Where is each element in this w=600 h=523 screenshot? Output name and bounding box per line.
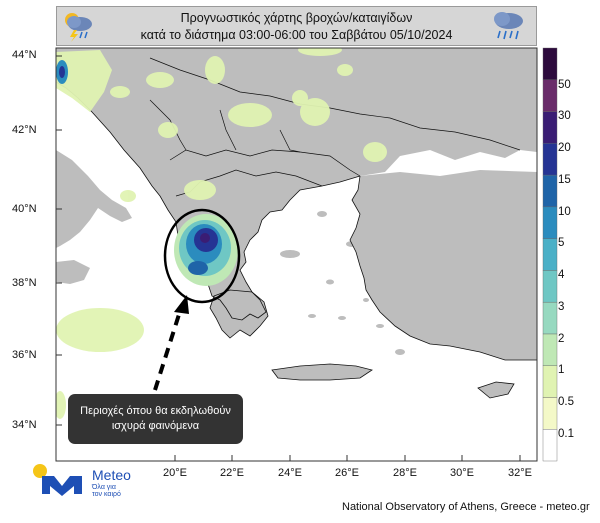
colorbar-label: 20 [558,142,571,154]
storm-cloud-icon [65,13,92,42]
map-subtitle: κατά το διάστημα 03:00-06:00 του Σαββάτο… [140,28,453,42]
colorbar-label: 0.1 [558,428,574,440]
aegean-islands [280,211,405,355]
colorbar-segment [542,206,558,239]
lat-label: 36°N [12,349,37,361]
lon-label: 24°E [278,467,302,479]
callout-arrow-line [153,304,184,391]
logo-tagline-2: τον καιρό [92,491,121,498]
colorbar-label: 15 [558,174,571,186]
lat-label: 44°N [12,49,37,61]
lat-label: 38°N [12,277,37,289]
logo-name: Meteo [92,467,131,483]
lat-label: 40°N [12,203,37,215]
logo-tagline-1: Όλα για [92,484,116,491]
colorbar-label: 5 [558,237,565,249]
rain-heavy [56,60,238,286]
lat-label: 42°N [12,124,37,136]
map-frame [55,47,538,462]
callout-text-line1: Περιοχές όπου θα εκδηλωθούν [80,405,231,417]
land-turkey [350,170,537,360]
colorbar-segment [542,333,558,366]
colorbar-label: 10 [558,206,571,218]
colorbar-label: 2 [558,333,565,345]
colorbar-segment [542,111,558,144]
land-crete [272,364,372,380]
map-title-box: Προγνωστικός χάρτης βροχών/καταιγίδων κα… [56,6,537,46]
callout-box: Περιοχές όπου θα εκδηλωθούν ισχυρά φαινό… [68,394,243,444]
colorbar-label: 4 [558,269,565,281]
callout-arrow-head [174,295,189,314]
map-title: Προγνωστικός χάρτης βροχών/καταιγίδων [180,11,413,25]
colorbar-segment [542,270,558,303]
highlight-ellipse [163,208,241,304]
colorbar-label: 3 [558,301,565,313]
colorbar-segment [542,143,558,176]
land-balkans [56,48,537,320]
land-cyprus [478,382,514,398]
lon-label: 20°E [163,467,187,479]
colorbar-segment [542,238,558,271]
callout-text-line2: ισχυρά φαινόμενα [111,420,200,432]
colorbar-label: 50 [558,79,571,91]
footer-credit: National Observatory of Athens, Greece -… [342,501,590,513]
colorbar-label: 30 [558,110,571,122]
logo-tagline: Όλα για τον καιρό [92,484,121,498]
lon-label: 26°E [335,467,359,479]
colorbar-segment [542,174,558,208]
colorbar-label: 1 [558,364,565,376]
land-italy [56,150,132,248]
meteo-logo-icon [33,464,82,496]
colorbar-label: 0.5 [558,396,574,408]
axis-ticks [56,55,521,461]
lon-label: 30°E [450,467,474,479]
lon-label: 22°E [220,467,244,479]
lon-label: 32°E [508,467,532,479]
land-peloponnese [210,290,268,338]
rain-light [56,48,387,419]
land-sicily [56,260,90,284]
colorbar [542,47,558,462]
colorbar-segment [542,47,558,80]
colorbar-segment [542,301,558,335]
colorbar-segment [542,429,558,462]
colorbar-segment [542,397,558,430]
colorbar-segment [542,365,558,398]
colorbar-segment [542,79,558,112]
lon-label: 28°E [393,467,417,479]
lat-label: 34°N [12,419,37,431]
rain-cloud-icon [494,12,523,40]
